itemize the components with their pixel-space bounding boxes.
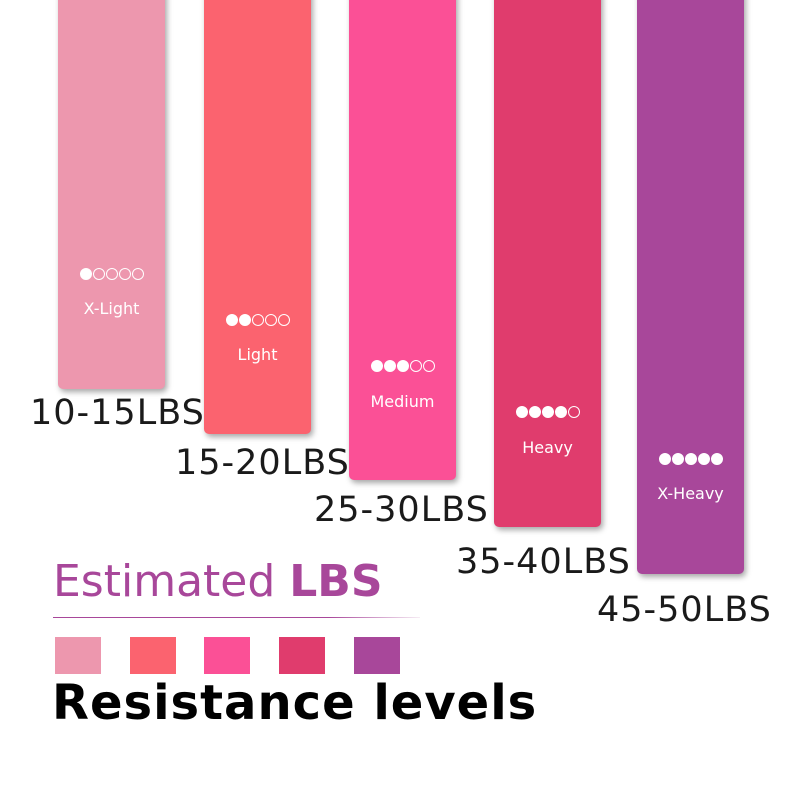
rating-dot [528,406,541,418]
band-label: Heavy [522,438,573,457]
band-label: X-Heavy [657,484,724,503]
range-label-medium: 25-30LBS [314,490,489,530]
band-label: Medium [370,392,435,411]
rating-dots [494,406,601,418]
band-light: Light [204,0,311,434]
rating-dot [238,314,251,326]
rating-dot [422,360,435,372]
rating-dot [396,360,409,372]
rating-dots [349,360,456,372]
rating-dot [684,453,697,465]
rating-dot [118,268,131,280]
rating-dots [58,268,165,280]
rating-dot [264,314,277,326]
rating-dot [79,268,92,280]
color-swatch-x-heavy [354,637,400,674]
color-swatch-light [130,637,176,674]
range-label-heavy: 35-40LBS [456,542,631,582]
rating-dot [92,268,105,280]
rating-dot [105,268,118,280]
band-heavy: Heavy [494,0,601,527]
band-label: X-Light [83,299,140,318]
rating-dot [370,360,383,372]
heading-prefix: Estimated [53,556,290,607]
band-x-light: X-Light [58,0,165,389]
color-swatch-x-light [55,637,101,674]
range-label-light: 15-20LBS [175,443,350,483]
rating-dots [204,314,311,326]
color-swatch-heavy [279,637,325,674]
heading-emphasis: LBS [289,556,383,607]
rating-dot [541,406,554,418]
color-swatch-medium [204,637,250,674]
rating-dot [131,268,144,280]
rating-dot [697,453,710,465]
rating-dot [710,453,723,465]
rating-dot [383,360,396,372]
rating-dots [637,453,744,465]
band-label: Light [237,345,278,364]
rating-dot [515,406,528,418]
rating-dot [409,360,422,372]
band-medium: Medium [349,0,456,480]
resistance-levels-title: Resistance levels [52,675,538,731]
rating-dot [554,406,567,418]
band-x-heavy: X-Heavy [637,0,744,574]
rating-dot [277,314,290,326]
range-label-x-light: 10-15LBS [30,393,205,433]
estimated-lbs-heading: Estimated LBS [53,556,383,607]
rating-dot [671,453,684,465]
rating-dot [225,314,238,326]
rating-dot [567,406,580,418]
heading-divider [53,617,420,618]
range-label-x-heavy: 45-50LBS [597,590,772,630]
rating-dot [658,453,671,465]
rating-dot [251,314,264,326]
